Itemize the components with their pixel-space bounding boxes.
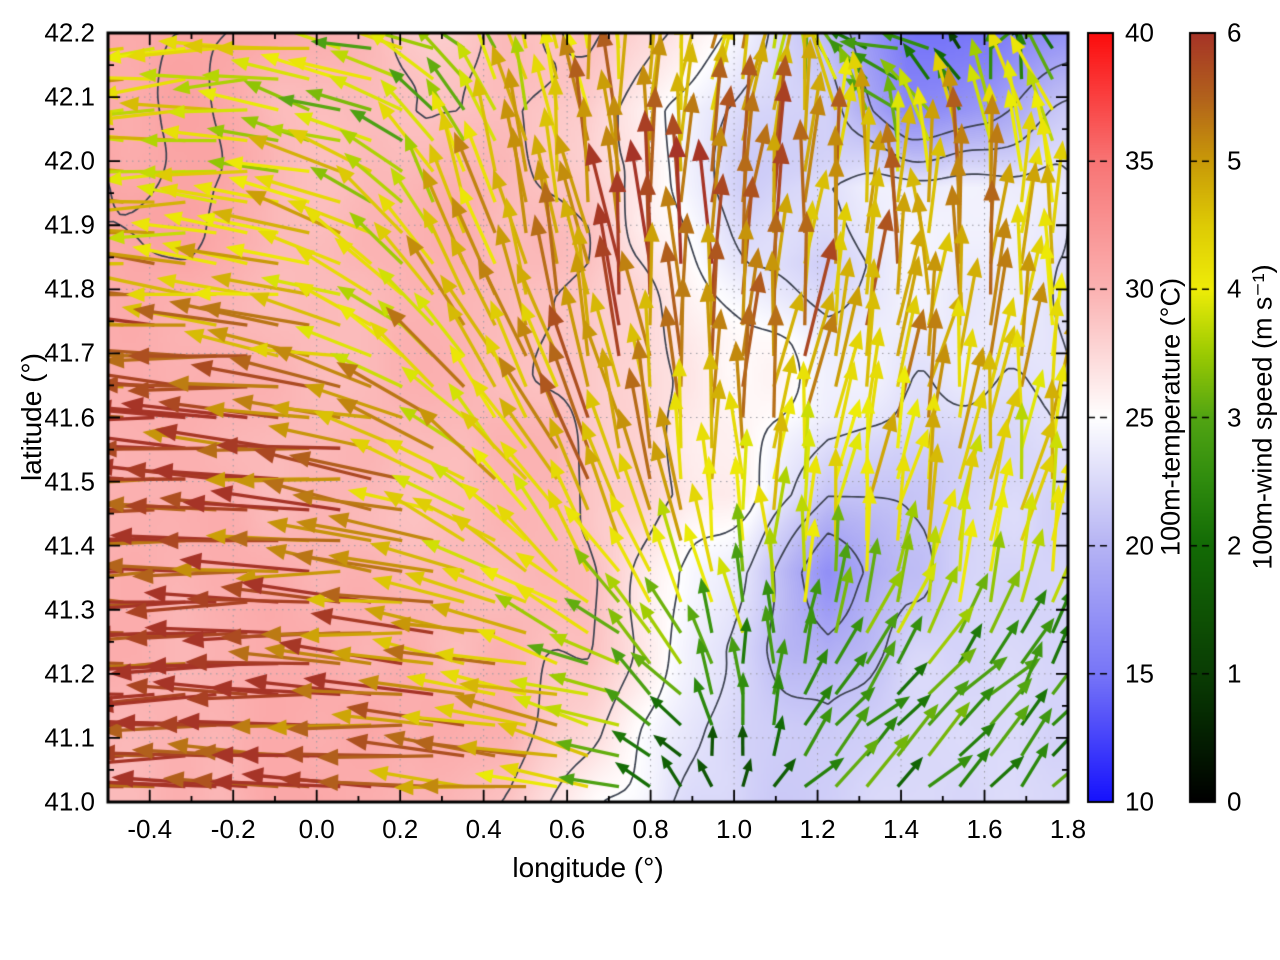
windspeed-cb-tick-label-6: 6 (1227, 17, 1242, 48)
y-tick-label-41.4: 41.4 (44, 530, 95, 561)
y-tick-label-42.1: 42.1 (44, 81, 95, 112)
temperature-cb-tick-label-15: 15 (1125, 658, 1154, 689)
y-tick-label-42.0: 42.0 (44, 145, 95, 176)
temperature-cb-tick-label-20: 20 (1125, 530, 1154, 561)
windspeed-cb-tick-label-5: 5 (1227, 145, 1242, 176)
temperature-cb-tick-label-10: 10 (1125, 786, 1154, 817)
x-tick-label-0.8: 0.8 (632, 814, 669, 844)
temperature-cb-tick-label-30: 30 (1125, 273, 1154, 304)
x-axis-title: longitude (°) (512, 852, 664, 883)
temperature-cb-tick-label-40: 40 (1125, 17, 1154, 48)
y-tick-label-41.1: 41.1 (44, 722, 95, 753)
y-tick-label-41.2: 41.2 (44, 658, 95, 689)
y-tick-label-41.8: 41.8 (44, 273, 95, 304)
x-tick-label-1.0: 1.0 (716, 814, 753, 844)
temperature-cb-tick-label-35: 35 (1125, 145, 1154, 176)
windspeed-cb-tick-label-3: 3 (1227, 401, 1242, 432)
windspeed-cb-tick-label-2: 2 (1227, 530, 1242, 561)
temperature-cb-tick-label-25: 25 (1125, 401, 1154, 432)
windspeed-cb-tick-label-1: 1 (1227, 658, 1242, 689)
x-tick-label-1.6: 1.6 (966, 814, 1003, 844)
windspeed-cb-tick-label-4: 4 (1227, 273, 1242, 304)
x-tick-label-1.2: 1.2 (799, 814, 836, 844)
windspeed-colorbar-title: 100m-wind speed (m s⁻¹) (1247, 264, 1278, 570)
x-tick-label--0.2: -0.2 (210, 814, 256, 844)
y-axis-title: latitude (°) (16, 353, 47, 481)
temperature-colorbar-title: 100m-temperature (°C) (1155, 278, 1186, 556)
x-tick-label-0.6: 0.6 (549, 814, 586, 844)
y-tick-label-41.5: 41.5 (44, 465, 95, 496)
x-tick-label-1.4: 1.4 (882, 814, 920, 844)
y-tick-label-41.9: 41.9 (44, 209, 95, 240)
x-tick-label-0.0: 0.0 (298, 814, 335, 844)
y-tick-label-41.3: 41.3 (44, 594, 95, 625)
x-tick-label-1.8: 1.8 (1049, 814, 1087, 844)
x-tick-label-0.4: 0.4 (465, 814, 502, 844)
y-tick-label-42.2: 42.2 (44, 17, 95, 48)
windspeed-cb-tick-label-0: 0 (1227, 786, 1242, 817)
y-tick-label-41.6: 41.6 (44, 401, 95, 432)
y-tick-label-41.0: 41.0 (44, 786, 95, 817)
x-tick-label-0.2: 0.2 (382, 814, 419, 844)
y-tick-label-41.7: 41.7 (44, 337, 95, 368)
x-tick-label--0.4: -0.4 (127, 814, 173, 844)
